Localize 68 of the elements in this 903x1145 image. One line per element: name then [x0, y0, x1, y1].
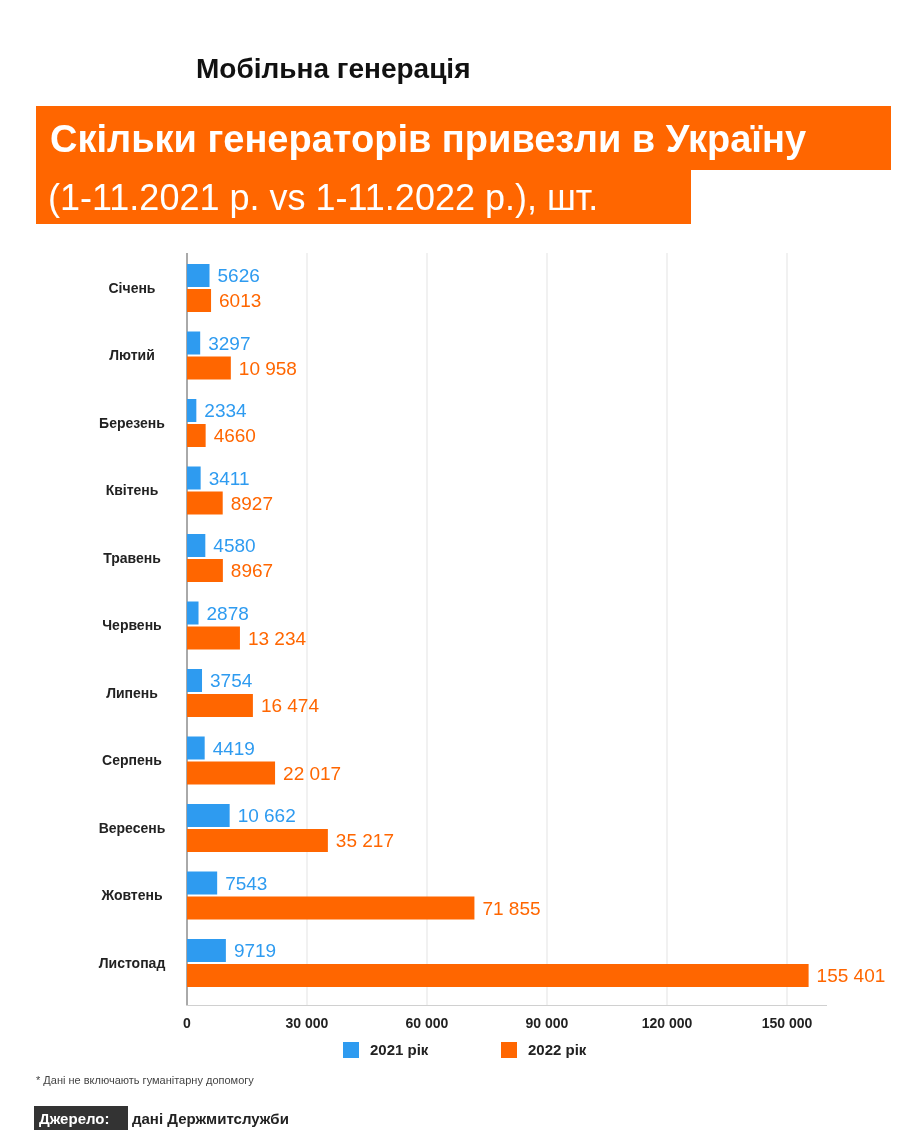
data-label: 16 474: [260, 695, 320, 717]
data-label: 22 017: [283, 762, 342, 784]
text: Мобільна генерація: [196, 53, 471, 84]
text: Джерело: дані Держмитслужби: [39, 1110, 289, 1127]
y-tick-label: Травень: [103, 549, 162, 566]
bar: [187, 601, 199, 625]
bar: [187, 939, 226, 962]
bar: [187, 331, 201, 355]
bar: [187, 804, 230, 827]
bar: [187, 829, 328, 852]
y-tick-label: Листопад: [98, 954, 166, 971]
bar: [187, 534, 206, 557]
data-label: 10 958: [238, 357, 297, 379]
bar: [187, 871, 218, 895]
bar: [187, 424, 206, 447]
text: * Дані не включають гуманітарну допомогу: [36, 1074, 255, 1086]
x-tick-label: 90 000: [525, 1014, 569, 1031]
data-label: 2334: [204, 400, 248, 422]
y-tick-label: Червень: [102, 617, 163, 634]
data-label: 5626: [217, 265, 260, 287]
chart-subtitle: (1-11.2021 р. vs 1-11.2022 р.), шт.: [48, 177, 599, 218]
bar: [187, 669, 203, 692]
data-label: 4419: [212, 737, 255, 759]
data-label: 6013: [219, 290, 262, 312]
bar: [187, 626, 240, 650]
y-tick-label: Лютий: [109, 347, 155, 364]
x-tick-label: 120 000: [641, 1014, 693, 1031]
data-label: 155 401: [816, 965, 886, 987]
data-label: 3297: [208, 332, 251, 354]
data-label: 7543: [225, 872, 268, 894]
data-label: 4660: [213, 425, 256, 447]
y-tick-label: Січень: [108, 279, 156, 296]
bar: [187, 964, 809, 987]
bar: [187, 491, 223, 515]
data-label: 8967: [230, 560, 274, 582]
y-tick-label: Березень: [99, 414, 166, 431]
data-label: 3411: [208, 467, 250, 489]
y-tick-label: Липень: [106, 684, 159, 701]
data-label: 2878: [206, 602, 249, 624]
data-label: 71 855: [482, 897, 541, 919]
bar: [187, 399, 197, 422]
data-label: 10 662: [237, 805, 296, 827]
bar: [187, 896, 475, 920]
data-label: 3754: [210, 670, 253, 692]
data-label: 4580: [213, 535, 256, 557]
data-label: 35 217: [335, 830, 394, 852]
bar: [187, 356, 231, 380]
bar: [187, 736, 205, 760]
data-label: 8927: [230, 492, 273, 514]
bar: [187, 761, 276, 785]
x-tick-label: 150 000: [761, 1014, 813, 1031]
y-tick-label: Серпень: [102, 752, 163, 769]
y-tick-label: Жовтень: [100, 887, 163, 904]
x-tick-label: 0: [183, 1014, 192, 1031]
bar: [187, 264, 210, 287]
bar: [187, 694, 253, 717]
bar: [187, 289, 212, 312]
chart-title: Скільки генераторів привезли в Україну: [50, 118, 807, 160]
data-label: 9719: [233, 940, 277, 962]
x-tick-label: 60 000: [405, 1014, 449, 1031]
x-tick-label: 30 000: [285, 1014, 329, 1031]
legend-label: 2022 рік: [528, 1041, 587, 1058]
bar: [187, 559, 223, 582]
data-label: 13 234: [247, 627, 307, 649]
legend-label: 2021 рік: [370, 1041, 429, 1058]
bar: [187, 466, 201, 490]
y-tick-label: Вересень: [98, 819, 166, 836]
y-tick-label: Квітень: [105, 482, 159, 499]
